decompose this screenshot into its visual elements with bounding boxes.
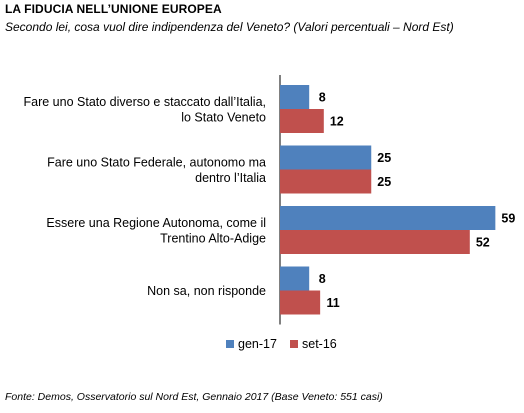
bar-gen-17-3 — [280, 206, 496, 230]
legend-label: gen-17 — [238, 337, 277, 351]
legend-swatch-gen-17 — [226, 340, 234, 348]
legend-label: set-16 — [302, 337, 337, 351]
data-label: 25 — [377, 151, 391, 165]
chart-title: LA FIDUCIA NELL’UNIONE EUROPEA — [5, 2, 222, 16]
data-label: 25 — [377, 175, 391, 189]
bar-gen-17-4 — [280, 266, 310, 291]
category-labels: Fare uno Stato diverso e staccato dall’I… — [24, 95, 267, 298]
data-label: 8 — [319, 272, 326, 286]
data-label: 11 — [327, 296, 340, 310]
data-label: 8 — [319, 91, 326, 105]
legend-swatch-set-16 — [290, 340, 298, 348]
data-label: 12 — [330, 115, 344, 129]
category-label: Fare uno Stato diverso e staccato dall’I… — [24, 95, 267, 125]
bar-gen-17-2 — [280, 145, 372, 170]
chart-legend: gen-17 set-16 — [226, 337, 337, 351]
chart-subtitle: Secondo lei, cosa vuol dire indipendenza… — [5, 20, 454, 34]
data-label: 59 — [501, 212, 515, 226]
bar-gen-17-1 — [280, 85, 310, 109]
category-label: Essere una Regione Autonoma, come il Tren… — [46, 216, 266, 246]
category-label: Non sa, non risponde — [147, 284, 266, 298]
source-note: Fonte: Demos, Osservatorio sul Nord Est,… — [5, 391, 383, 403]
data-label: 52 — [476, 236, 490, 250]
bar-set-16-3 — [280, 230, 470, 254]
bar-set-16-2 — [280, 169, 372, 194]
category-label: Fare uno Stato Federale, autonomo ma dent… — [47, 155, 266, 185]
bar-series — [280, 85, 496, 315]
bar-set-16-1 — [280, 109, 324, 133]
bar-set-16-4 — [280, 290, 321, 315]
